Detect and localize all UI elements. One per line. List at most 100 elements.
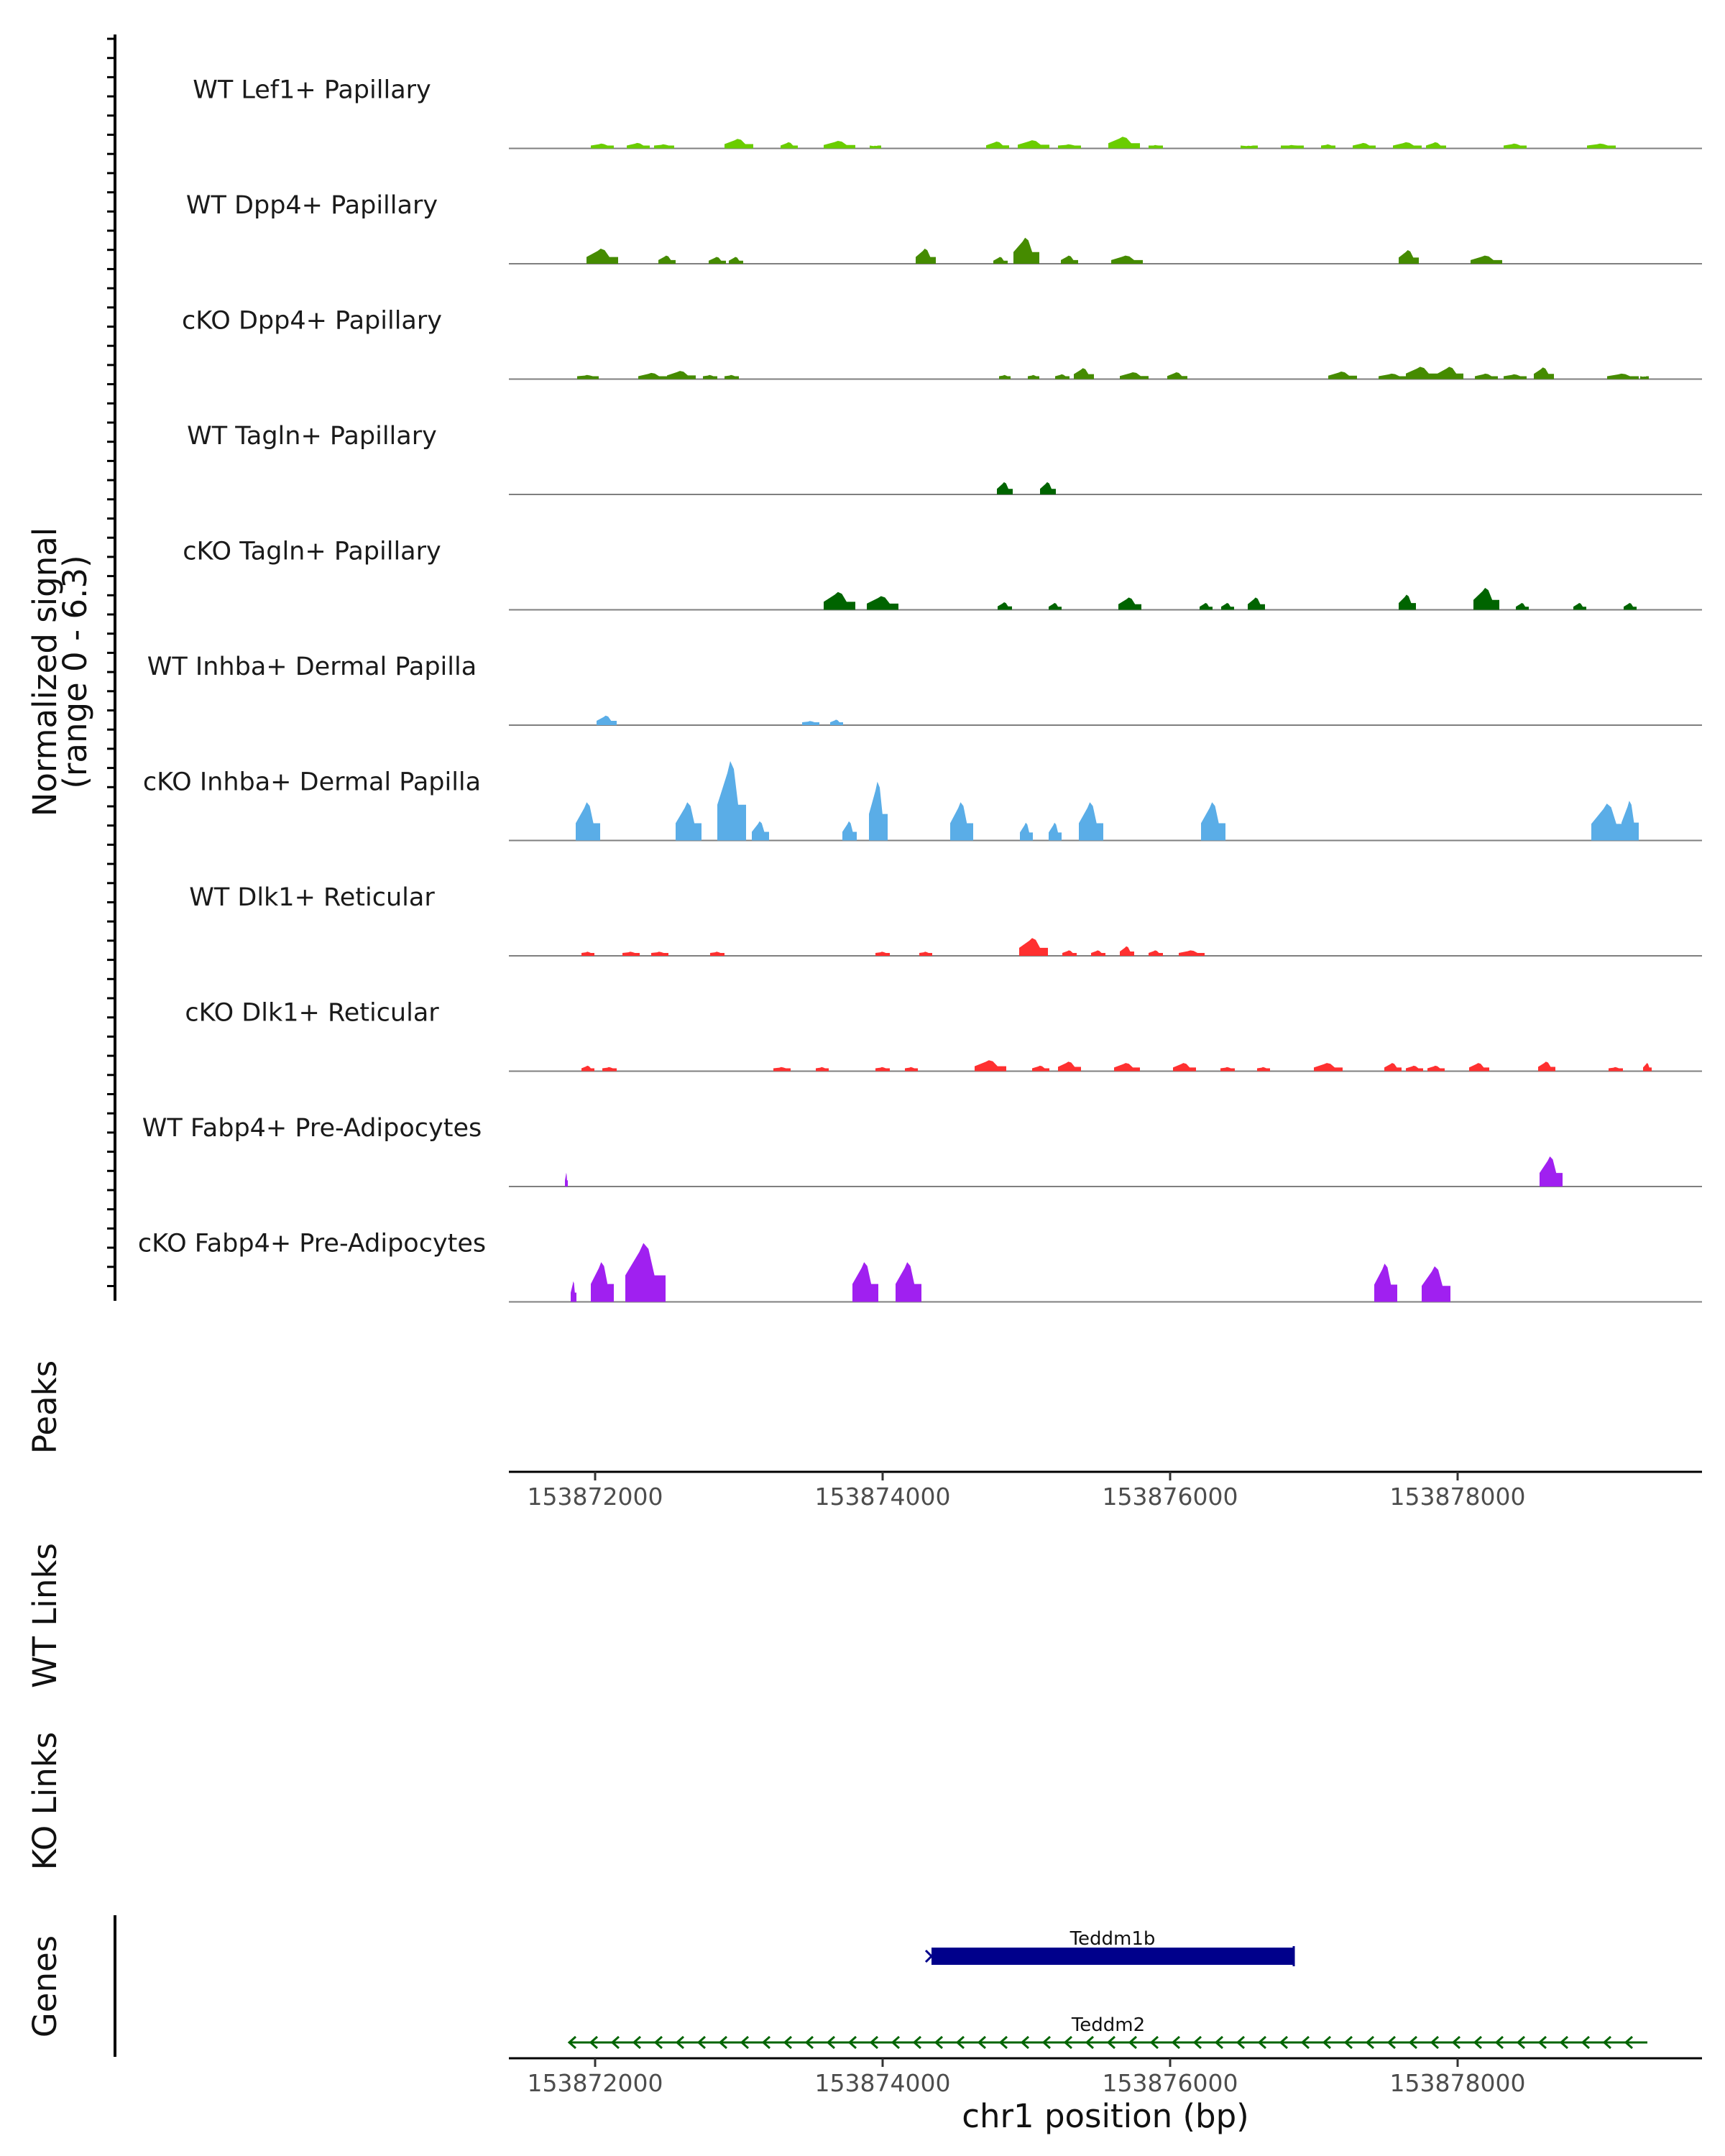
coverage-peak [1643, 1063, 1652, 1072]
coverage-peak [1055, 374, 1070, 379]
coverage-peak [724, 374, 739, 379]
strand-arrow [1149, 2035, 1159, 2050]
gene-model: Teddm2 [567, 2014, 1647, 2050]
coverage-peak [1609, 1067, 1623, 1072]
coverage-peak [1624, 603, 1637, 610]
coverage-peak [565, 1173, 568, 1187]
genes-track-label: Genes [26, 1935, 64, 2037]
coverage-peak [1111, 255, 1143, 264]
coverage-peak [1473, 588, 1499, 610]
strand-arrow [1322, 2035, 1331, 2050]
coverage-peak [1061, 255, 1078, 264]
coverage-peak [1179, 950, 1205, 956]
coverage-peak [773, 1067, 791, 1072]
coverage-peak [667, 371, 696, 379]
coverage-peak [1257, 1067, 1270, 1072]
coverage-peak [1108, 137, 1140, 149]
coverage-peak [1393, 142, 1422, 149]
strand-arrow [1063, 2035, 1072, 2050]
strand-arrow [761, 2035, 770, 2050]
coverage-peak [1328, 372, 1357, 379]
strand-arrow [1537, 2035, 1547, 2050]
strand-arrow [847, 2035, 857, 2050]
coverage-peak [1201, 802, 1225, 841]
coverage-peak [591, 143, 614, 149]
coverage-peak [1221, 603, 1234, 610]
y-axis-title: Normalized signal [26, 528, 64, 817]
coverage-peak [571, 1281, 576, 1302]
strand-arrow [1300, 2035, 1310, 2050]
strand-arrow [804, 2035, 814, 2050]
strand-arrow [675, 2035, 684, 2050]
coverage-peak [919, 952, 932, 956]
strand-arrow [1365, 2035, 1374, 2050]
x-tick-label: 153878000 [1390, 1483, 1526, 1511]
gene-label: Teddm1b [1070, 1928, 1156, 1950]
coverage-peak [576, 802, 600, 841]
gene-model: Teddm1b [924, 1928, 1295, 1966]
coverage-peak [869, 781, 888, 841]
coverage-peak [654, 144, 674, 149]
strand-arrow [1171, 2035, 1180, 2050]
strand-arrow [1430, 2035, 1439, 2050]
coverage-peak [1028, 374, 1039, 379]
track-label: WT Fabp4+ Pre-Adipocytes [142, 1114, 482, 1143]
coverage-peak [1607, 373, 1639, 379]
coverage-track: cKO Dlk1+ Reticular [185, 999, 1702, 1072]
coverage-peak [1058, 144, 1081, 149]
strand-arrow [1602, 2035, 1611, 2050]
x-tick-label: 153874000 [815, 2069, 951, 2097]
strand-arrow [1192, 2035, 1202, 2050]
coverage-peak [998, 602, 1012, 610]
coverage-peak [1399, 594, 1416, 610]
coverage-track: WT Lef1+ Papillary [193, 76, 1702, 149]
track-label: WT Dlk1+ Reticular [189, 883, 435, 912]
coverage-peak [658, 255, 676, 264]
coverage-peak [586, 249, 618, 264]
coverage-peak [627, 142, 650, 149]
coverage-peak [1091, 950, 1105, 956]
coverage-peak [1534, 367, 1554, 379]
strand-arrow [1085, 2035, 1094, 2050]
coverage-peak [577, 374, 599, 379]
coverage-peak [1406, 367, 1438, 379]
strand-arrow [1020, 2035, 1029, 2050]
coverage-peak [591, 1262, 614, 1302]
coverage-peak [950, 802, 973, 841]
coverage-peak [1573, 603, 1586, 610]
gene-label: Teddm2 [1071, 2014, 1145, 2036]
strand-arrow [1581, 2035, 1590, 2050]
coverage-peak [752, 821, 769, 841]
strand-arrow [1559, 2035, 1568, 2050]
coverage-peak [597, 715, 617, 725]
normalized-signal-axis [107, 34, 116, 1301]
coverage-peak [1167, 372, 1187, 379]
coverage-track: cKO Inhba+ Dermal Papilla [143, 761, 1702, 842]
coverage-peak [1384, 1063, 1402, 1072]
coverage-peak [724, 139, 753, 149]
x-tick-label: 153876000 [1103, 2069, 1238, 2097]
coverage-peak [1040, 482, 1056, 494]
peaks-track-label: Peaks [26, 1360, 64, 1454]
coverage-peak [638, 372, 667, 379]
coverage-peak [676, 802, 702, 841]
strand-arrow [610, 2035, 620, 2050]
coverage-peak [602, 1067, 617, 1072]
coverage-peak [875, 952, 890, 956]
coverage-peak [999, 374, 1011, 379]
coverage-peak [1504, 143, 1527, 149]
coverage-peak [1471, 255, 1502, 264]
coverage-track: WT Dpp4+ Papillary [186, 191, 1702, 264]
track-label: cKO Fabp4+ Pre-Adipocytes [138, 1230, 486, 1258]
coverage-peak [1114, 1063, 1140, 1072]
coverage-peak [622, 952, 640, 956]
coverage-peak [867, 596, 898, 610]
coverage-peak [1374, 1263, 1397, 1302]
coverage-peak [1504, 374, 1527, 379]
track-label: WT Lef1+ Papillary [193, 76, 431, 105]
strand-arrow [1343, 2035, 1353, 2050]
x-tick-label: 153872000 [528, 2069, 663, 2097]
coverage-peak [1399, 250, 1419, 264]
track-label: cKO Dlk1+ Reticular [185, 999, 439, 1028]
strand-arrow [1041, 2035, 1051, 2050]
